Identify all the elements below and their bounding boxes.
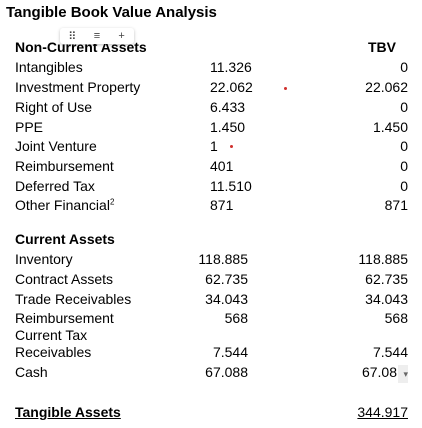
- row-label-deferred-tax: Deferred Tax: [15, 178, 95, 194]
- row-label-current-tax-line2: Receivables: [15, 344, 92, 360]
- drag-handle-icon[interactable]: ⠿: [68, 30, 77, 43]
- row-label-contract-assets: Contract Assets: [15, 271, 114, 287]
- footnote-marker: 2: [109, 197, 115, 207]
- row-value-other-financial: 871: [210, 197, 234, 213]
- row-value-deferred-tax: 11.510: [210, 178, 252, 194]
- dropdown-arrow-icon[interactable]: ▾: [398, 365, 408, 383]
- row-label-intangibles: Intangibles: [15, 59, 83, 75]
- row-tbv-inventory: 118.885: [358, 251, 408, 267]
- row-tbv-current-tax: 7.544: [372, 344, 408, 360]
- row-value-current-tax: 7.544: [212, 344, 248, 360]
- row-value-right-of-use: 6.433: [210, 99, 246, 115]
- page-title: Tangible Book Value Analysis: [6, 4, 217, 21]
- row-label-other-financial: Other Financial2: [15, 196, 114, 214]
- row-tbv-investment-property: 22.062: [365, 79, 408, 95]
- row-value-contract-assets: 62.735: [205, 271, 248, 287]
- row-tbv-joint-venture: 0: [400, 138, 408, 154]
- row-value-reimbursement-current: 568: [224, 310, 248, 326]
- total-label: Tangible Assets: [15, 404, 121, 420]
- row-tbv-ppe: 1.450: [372, 119, 408, 135]
- row-label-right-of-use: Right of Use: [15, 99, 93, 115]
- row-label-trade-receivables: Trade Receivables: [15, 291, 132, 307]
- filter-icon[interactable]: ≡: [93, 30, 101, 42]
- row-label-inventory: Inventory: [15, 251, 73, 267]
- row-label-joint-venture: Joint Venture: [15, 138, 97, 154]
- row-value-intangibles: 11.326: [210, 59, 252, 75]
- row-label-reimbursement-current: Reimbursement: [15, 310, 114, 326]
- row-label-cash: Cash: [15, 364, 48, 380]
- row-tbv-trade-receivables: 34.043: [365, 291, 408, 307]
- row-value-investment-property: 22.062: [210, 79, 253, 95]
- row-tbv-other-financial: 871: [384, 197, 408, 213]
- row-value-reimbursement: 401: [210, 158, 234, 174]
- current-assets-header: Current Assets: [15, 231, 115, 247]
- row-tbv-reimbursement-current: 568: [384, 310, 408, 326]
- marker-dot: [284, 87, 287, 90]
- row-label-current-tax-line1: Current Tax: [15, 327, 88, 343]
- row-tbv-cash[interactable]: 67.08 ▾: [362, 363, 408, 383]
- row-value-inventory: 118.885: [198, 251, 248, 267]
- row-value-cash: 67.088: [205, 364, 248, 380]
- add-icon[interactable]: +: [118, 30, 125, 42]
- marker-dot: [230, 145, 233, 148]
- cash-tbv-text: 67.08: [361, 364, 397, 380]
- row-tbv-intangibles: 0: [400, 59, 408, 75]
- row-label-investment-property: Investment Property: [15, 79, 141, 95]
- row-tbv-deferred-tax: 0: [400, 178, 408, 194]
- row-label-ppe: PPE: [15, 119, 44, 135]
- other-financial-text: Other Financial: [15, 197, 110, 213]
- row-tbv-contract-assets: 62.735: [365, 271, 408, 287]
- row-value-ppe: 1.450: [210, 119, 246, 135]
- row-tbv-right-of-use: 0: [400, 99, 408, 115]
- row-tbv-reimbursement: 0: [400, 158, 408, 174]
- row-value-joint-venture: 1: [210, 138, 218, 154]
- row-value-trade-receivables: 34.043: [205, 291, 248, 307]
- total-tbv: 344.917: [357, 404, 408, 420]
- row-label-reimbursement: Reimbursement: [15, 158, 114, 174]
- tbv-column-header: TBV: [368, 39, 396, 55]
- floating-toolbar: ⠿ ≡ +: [60, 28, 134, 44]
